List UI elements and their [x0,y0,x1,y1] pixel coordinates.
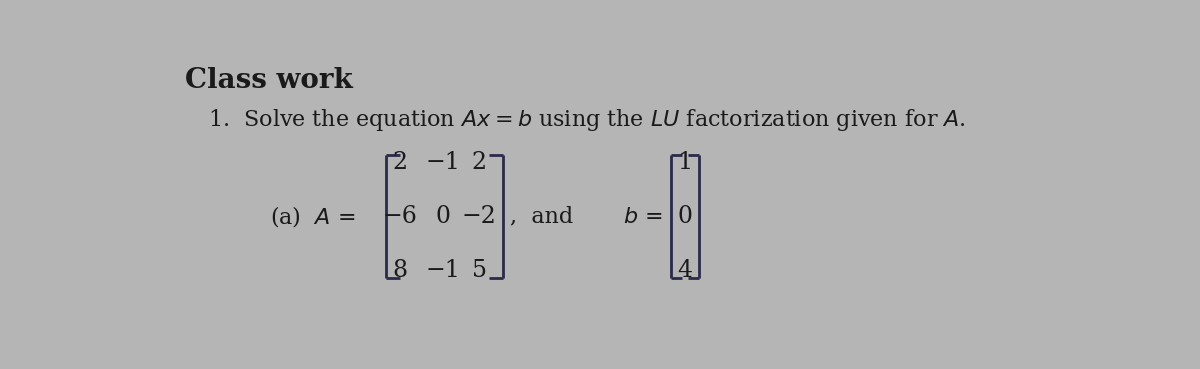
Text: 2: 2 [392,151,407,175]
Text: 1: 1 [677,151,692,175]
Text: −2: −2 [462,205,497,228]
Text: 1.  Solve the equation $Ax = b$ using the $LU$ factorization given for $A$.: 1. Solve the equation $Ax = b$ using the… [208,107,966,132]
Text: −1: −1 [426,259,461,282]
Text: (a)  $A$ =: (a) $A$ = [270,204,355,229]
Text: −1: −1 [426,151,461,175]
Text: 8: 8 [392,259,407,282]
Text: 5: 5 [472,259,487,282]
Text: 0: 0 [436,205,450,228]
Text: −6: −6 [382,205,416,228]
Text: $b$ =: $b$ = [623,206,662,228]
Text: 4: 4 [677,259,692,282]
Text: 2: 2 [472,151,487,175]
Text: 0: 0 [677,205,692,228]
Text: ,  and: , and [510,206,574,228]
Text: Class work: Class work [185,67,353,94]
